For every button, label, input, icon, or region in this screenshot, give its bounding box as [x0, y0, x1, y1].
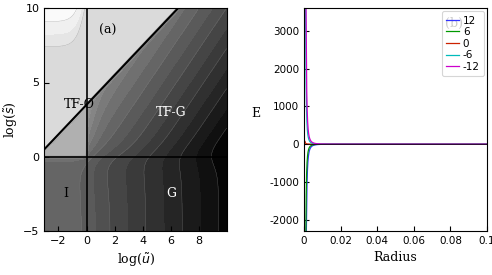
-12 — [452, 142, 458, 146]
-6 — [335, 142, 341, 146]
X-axis label: log($\tilde{u}$): log($\tilde{u}$) — [117, 251, 155, 269]
-6 — [302, 3, 308, 6]
-6 — [438, 142, 444, 146]
6 — [452, 142, 458, 146]
Legend: 12, 6, 0, -6, -12: 12, 6, 0, -6, -12 — [442, 11, 484, 76]
-6 — [421, 142, 427, 146]
Y-axis label: log($\tilde{s}$): log($\tilde{s}$) — [3, 101, 20, 138]
0 — [302, 140, 308, 143]
0 — [438, 142, 444, 146]
0 — [484, 142, 490, 146]
6 — [438, 142, 444, 146]
-6 — [440, 142, 446, 146]
Line: -6: -6 — [305, 4, 487, 144]
0 — [371, 142, 377, 146]
-6 — [371, 142, 377, 146]
-12 — [335, 142, 341, 146]
-12 — [302, 3, 308, 6]
6 — [484, 142, 490, 146]
12 — [484, 142, 490, 146]
6 — [421, 142, 427, 146]
6 — [411, 142, 417, 146]
Text: I: I — [63, 187, 68, 200]
Line: 12: 12 — [305, 144, 487, 235]
0 — [335, 142, 341, 146]
6 — [335, 142, 341, 146]
-12 — [371, 142, 377, 146]
12 — [302, 233, 308, 236]
6 — [371, 142, 377, 146]
Text: G: G — [166, 187, 176, 200]
-12 — [421, 142, 427, 146]
-12 — [438, 142, 444, 146]
-12 — [484, 142, 490, 146]
12 — [411, 142, 417, 146]
Text: TF-O: TF-O — [64, 98, 95, 111]
Line: -12: -12 — [305, 4, 487, 144]
0 — [452, 142, 458, 146]
-6 — [452, 142, 458, 146]
12 — [371, 142, 377, 146]
12 — [452, 142, 458, 146]
12 — [335, 142, 341, 146]
6 — [302, 233, 308, 236]
Line: 6: 6 — [305, 144, 487, 235]
12 — [438, 142, 444, 146]
0 — [404, 142, 410, 146]
Text: (a): (a) — [99, 24, 116, 37]
12 — [421, 142, 427, 146]
-12 — [411, 142, 417, 146]
-6 — [411, 142, 417, 146]
Text: (b): (b) — [445, 17, 463, 30]
-6 — [484, 142, 490, 146]
0 — [411, 142, 417, 146]
X-axis label: Radius: Radius — [374, 251, 418, 265]
0 — [421, 142, 427, 146]
Y-axis label: E: E — [251, 107, 260, 120]
Line: 0: 0 — [305, 141, 487, 144]
-12 — [456, 142, 462, 146]
Text: TF-G: TF-G — [155, 106, 186, 119]
